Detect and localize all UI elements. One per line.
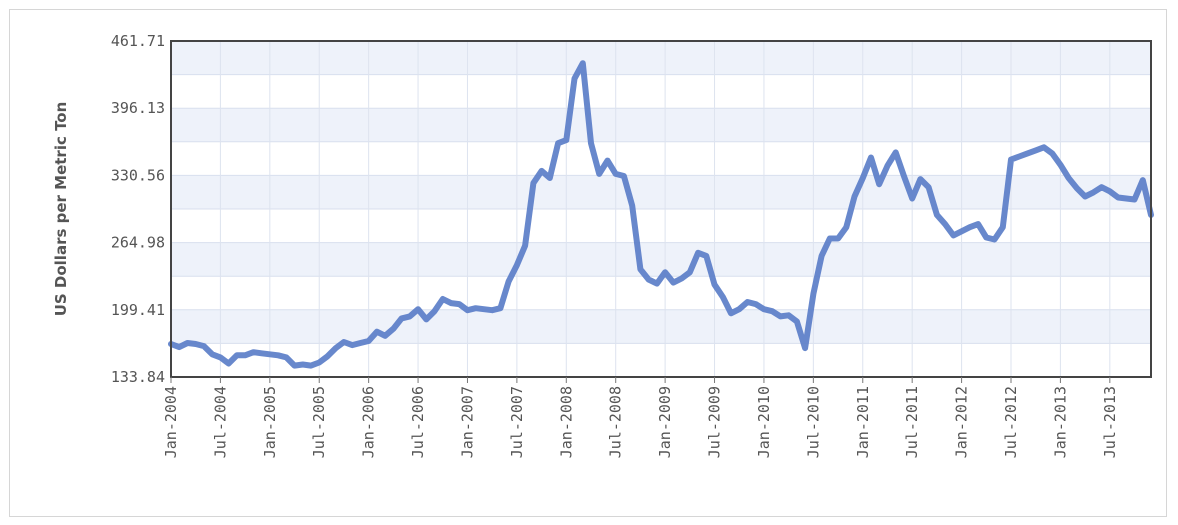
x-tick-label: Jan-2008 [557, 386, 575, 458]
x-tick-label: Jan-2005 [261, 386, 279, 458]
y-tick-label: 330.56 [111, 166, 165, 184]
x-tick-label: Jan-2004 [162, 386, 180, 458]
x-tick-label: Jan-2007 [458, 386, 476, 458]
x-tick-label: Jul-2011 [903, 386, 921, 458]
x-tick-label: Jul-2009 [706, 386, 724, 458]
x-tick-label: Jul-2010 [804, 386, 822, 458]
x-tick-label: Jul-2013 [1101, 386, 1119, 458]
y-tick-label: 133.84 [111, 368, 165, 386]
grid-band [171, 41, 1151, 75]
x-tick-label: Jan-2010 [755, 386, 773, 458]
plot-border [170, 40, 1152, 378]
grid-band [171, 108, 1151, 142]
x-tick-label: Jan-2011 [854, 386, 872, 458]
y-tick-label: 264.98 [111, 234, 165, 252]
grid-band [171, 175, 1151, 209]
x-tick-label: Jul-2008 [607, 386, 625, 458]
x-tick-label: Jul-2005 [310, 386, 328, 458]
x-tick-label: Jan-2013 [1051, 386, 1069, 458]
series-line [168, 60, 1154, 369]
x-tick-label: Jan-2006 [360, 386, 378, 458]
x-tick-label: Jul-2012 [1002, 386, 1020, 458]
y-tick-label: 199.41 [111, 301, 165, 319]
x-tick-label: Jul-2006 [409, 386, 427, 458]
grid-band [171, 309, 1151, 344]
y-axis-label: US Dollars per Metric Ton [52, 102, 70, 317]
x-tick-label: Jan-2012 [953, 386, 971, 458]
x-tick-label: Jul-2007 [508, 386, 526, 458]
grid-band [171, 242, 1151, 277]
x-tick-label: Jul-2004 [211, 386, 229, 458]
y-tick-label: 461.71 [111, 32, 165, 50]
x-tick-label: Jan-2009 [656, 386, 674, 458]
y-tick-label: 396.13 [111, 99, 165, 117]
